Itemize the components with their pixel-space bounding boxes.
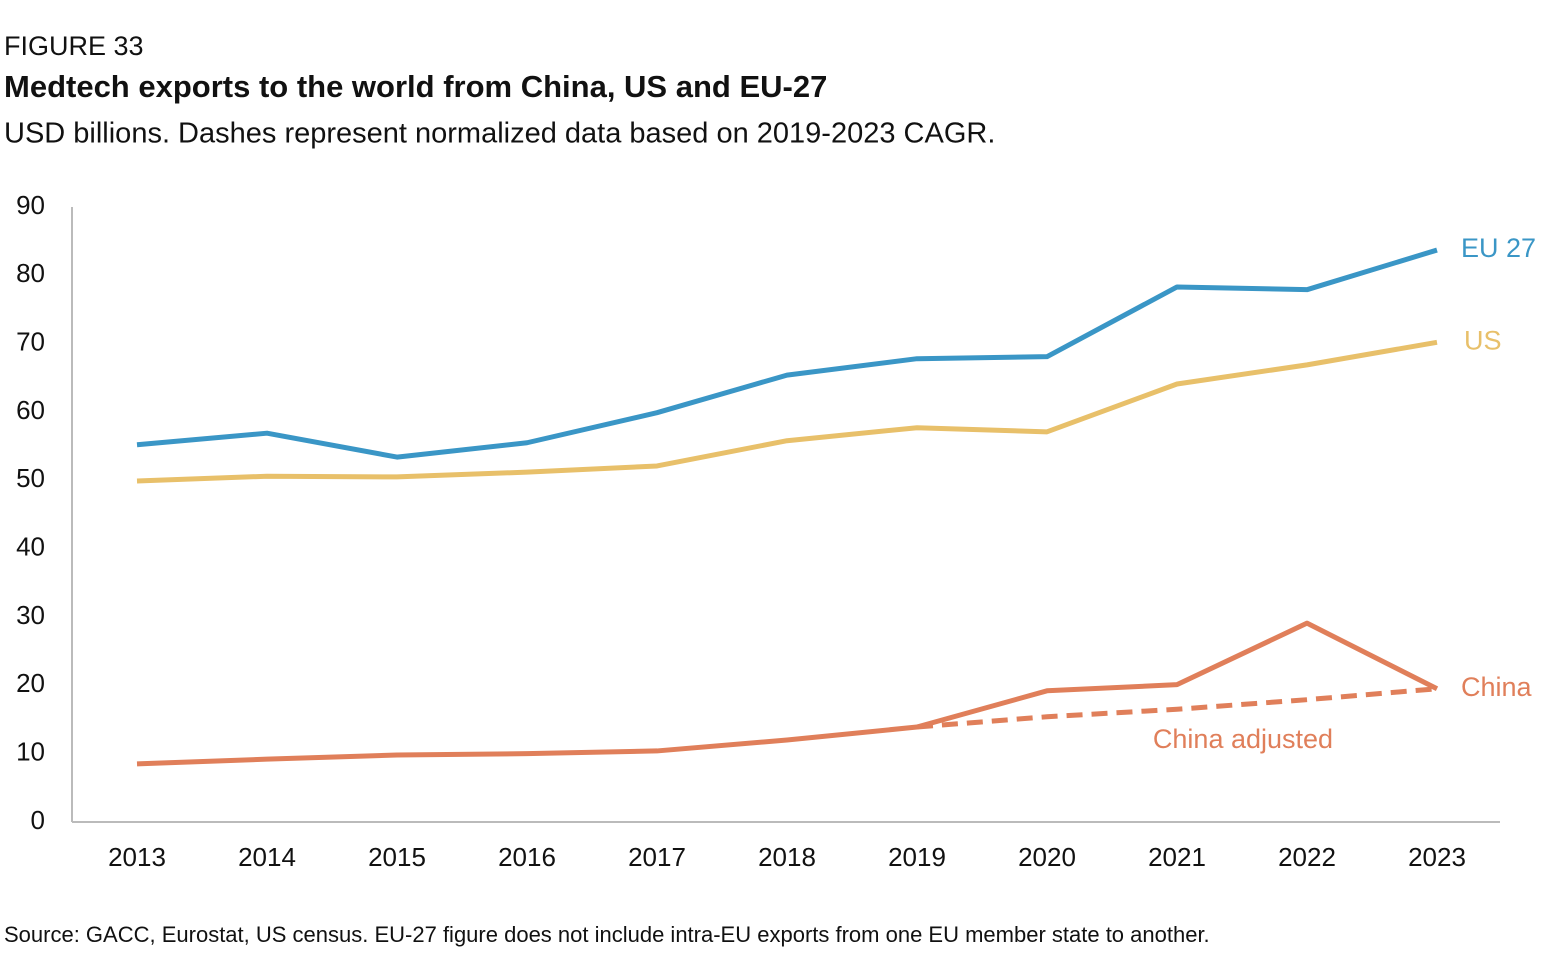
series-line [136, 339, 1438, 484]
figure-label: FIGURE 33 [4, 31, 144, 61]
y-tick-label: 20 [16, 668, 45, 698]
series-line [136, 247, 1438, 460]
x-tick-label: 2018 [758, 842, 816, 872]
series-label: EU 27 [1461, 233, 1536, 263]
series-label: China adjusted [1153, 724, 1333, 754]
y-tick-label: 60 [16, 395, 45, 425]
x-tick-label: 2013 [108, 842, 166, 872]
series-line [136, 620, 1439, 767]
x-tick-label: 2014 [238, 842, 296, 872]
chart-subtitle: USD billions. Dashes represent normalize… [4, 118, 995, 150]
series-line [916, 686, 1438, 730]
y-tick-label: 40 [16, 532, 45, 562]
chart-title: Medtech exports to the world from China,… [4, 69, 827, 104]
y-tick-label: 90 [16, 190, 45, 220]
y-tick-label: 10 [16, 737, 45, 767]
x-tick-label: 2023 [1408, 842, 1466, 872]
x-tick-label: 2017 [628, 842, 686, 872]
x-tick-label: 2016 [498, 842, 556, 872]
x-tick-label: 2021 [1148, 842, 1206, 872]
series-label: China [1461, 672, 1533, 702]
x-tick-label: 2015 [368, 842, 426, 872]
series-label: US [1464, 325, 1502, 355]
y-tick-label: 30 [16, 600, 45, 630]
source-note: Source: GACC, Eurostat, US census. EU-27… [4, 922, 1210, 947]
x-tick-label: 2022 [1278, 842, 1336, 872]
y-tick-label: 70 [16, 327, 45, 357]
y-tick-label: 80 [16, 258, 45, 288]
y-tick-label: 0 [31, 805, 45, 835]
x-tick-label: 2020 [1018, 842, 1076, 872]
y-tick-label: 50 [16, 463, 45, 493]
x-tick-label: 2019 [888, 842, 946, 872]
